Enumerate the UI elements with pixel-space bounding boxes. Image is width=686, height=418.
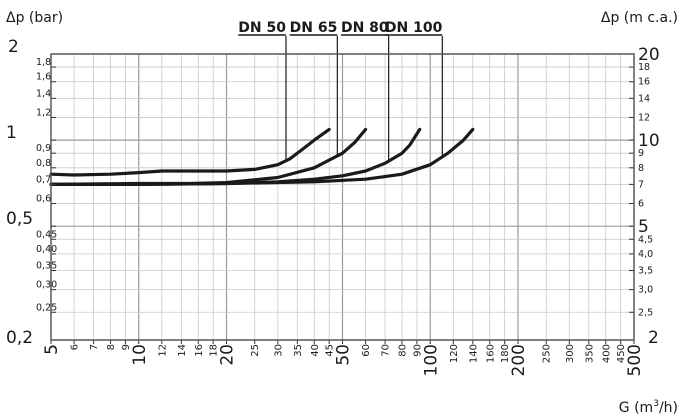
x-tick-label: 25 (250, 344, 261, 357)
x-tick-label: 300 (565, 344, 576, 363)
x-tick-label: 7 (89, 344, 100, 350)
y-tick-label-left: 0,7 (36, 174, 51, 185)
x-tick-label: 20 (218, 344, 238, 366)
series-curve (49, 127, 475, 186)
series-curve (49, 127, 331, 177)
x-tick-label: 70 (381, 344, 392, 357)
y-tick-label-right: 7 (638, 179, 644, 190)
y-tick-label-right: 8 (638, 163, 644, 174)
x-tick-label: 50 (334, 344, 354, 366)
x-tick-label: 35 (293, 344, 304, 357)
x-tick-label: 16 (194, 344, 205, 357)
x-tick-label: 400 (601, 344, 612, 363)
y-tick-label-left: 2 (8, 37, 19, 57)
y-tick-label-left: 0,5 (6, 209, 33, 229)
y-tick-label-left: 0,40 (36, 244, 57, 255)
chart-grid (50, 53, 635, 341)
right-axis-label: Δp (m c.a.) (601, 10, 678, 26)
x-tick-label: 80 (398, 344, 409, 357)
y-tick-label-left: 1,4 (36, 88, 51, 99)
x-tick-label: 90 (412, 344, 423, 357)
x-tick-label: 100 (421, 344, 441, 376)
y-tick-label-right: 4,5 (638, 234, 653, 245)
series-label: DN 80 (341, 20, 389, 36)
y-tick-label-left: 1,2 (36, 107, 51, 118)
left-axis-label: Δp (bar) (6, 10, 63, 26)
y-tick-label-right: 10 (638, 131, 660, 151)
y-tick-label-right: 6 (638, 199, 644, 210)
series-label: DN 100 (385, 20, 443, 36)
x-tick-label: 9 (121, 344, 132, 350)
y-tick-label-left: 1 (6, 123, 17, 143)
x-tick-label: 14 (177, 344, 188, 357)
x-tick-label: 450 (616, 344, 627, 363)
x-tick-label: 40 (310, 344, 321, 357)
y-tick-label-right: 2 (648, 328, 659, 348)
y-tick-label-right: 2,5 (638, 307, 653, 318)
x-tick-label: 8 (106, 344, 117, 350)
x-tick-label: 45 (325, 344, 336, 357)
y-tick-label-left: 0,8 (36, 158, 51, 169)
y-tick-label-right: 3,0 (638, 285, 653, 296)
x-tick-label: 140 (468, 344, 479, 363)
x-tick-label: 500 (625, 344, 645, 376)
x-tick-label: 250 (542, 344, 553, 363)
x-tick-label: 60 (361, 344, 372, 357)
x-tick-label: 12 (157, 344, 168, 357)
y-tick-label-right: 9 (638, 148, 644, 159)
series-label: DN 50 (238, 20, 286, 36)
x-axis-label: G (m3/h) (619, 399, 678, 416)
y-tick-label-right: 5 (638, 217, 649, 237)
series-label: DN 65 (290, 20, 338, 36)
x-tick-label: 200 (509, 344, 529, 376)
x-tick-label: 350 (584, 344, 595, 363)
y-tick-label-right: 18 (638, 62, 650, 73)
x-tick-label: 160 (485, 344, 496, 363)
x-tick-label: 180 (500, 344, 511, 363)
y-tick-label-left: 1,6 (36, 72, 51, 83)
y-tick-label-left: 0,2 (6, 328, 33, 348)
series-curve (49, 127, 422, 186)
y-tick-label-right: 14 (638, 93, 650, 104)
y-tick-label-left: 1,8 (36, 57, 51, 68)
y-tick-label-left: 0,35 (36, 260, 57, 271)
y-tick-label-right: 20 (638, 45, 660, 65)
x-tick-label: 6 (70, 344, 81, 350)
y-tick-label-left: 0,9 (36, 143, 51, 154)
x-tick-label: 10 (130, 344, 150, 366)
x-tick-label: 120 (449, 344, 460, 363)
y-tick-label-left: 0,45 (36, 229, 57, 240)
y-tick-label-right: 12 (638, 112, 650, 123)
y-tick-label-left: 0,30 (36, 280, 57, 291)
y-tick-label-left: 0,25 (36, 302, 57, 313)
plot-frame (50, 53, 635, 341)
x-tick-label: 5 (42, 344, 62, 355)
y-tick-label-right: 4,0 (638, 249, 653, 260)
y-tick-label-right: 16 (638, 77, 650, 88)
x-tick-label: 30 (273, 344, 284, 357)
x-tick-label: 18 (209, 344, 220, 357)
y-tick-label-right: 3,5 (638, 265, 653, 276)
y-tick-label-left: 0,6 (36, 194, 51, 205)
